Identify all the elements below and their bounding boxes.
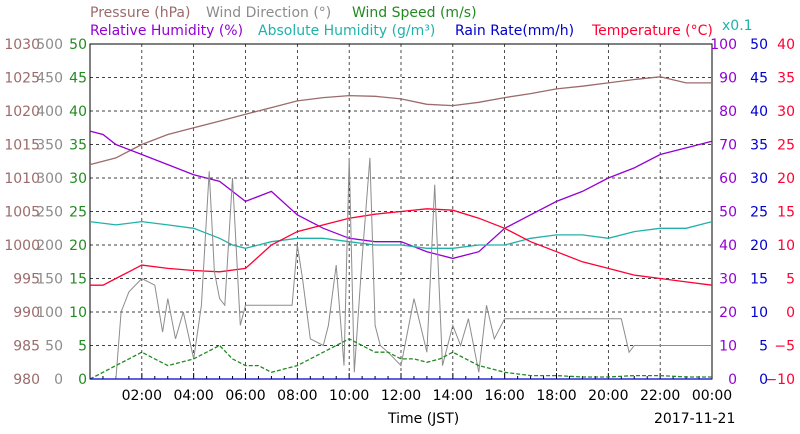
legend-temperature: Temperature (°C) — [591, 23, 713, 39]
y-tick-label-humidity: 0 — [728, 372, 737, 388]
abs-humidity-scale-note: x0.1 — [722, 18, 753, 34]
series-line-relative-humidity — [89, 130, 713, 260]
y-tick-label-rain-rate: 45 — [750, 71, 768, 87]
x-tick-label: 14:00 — [433, 388, 473, 404]
y-tick-label-wind-direction: 0 — [54, 372, 63, 388]
series-line-temperature-c — [90, 208, 713, 286]
y-tick-label-wind-direction: 100 — [36, 305, 63, 321]
legend-wind-direction: Wind Direction (°) — [206, 5, 331, 21]
y-tick-label-wind-direction: 450 — [36, 71, 63, 87]
y-tick-label-rain-rate: 50 — [750, 37, 768, 53]
y-tick-label-temperature: −10 — [765, 372, 795, 388]
x-tick-label: 16:00 — [484, 388, 524, 404]
y-tick-label-wind-speed: 40 — [69, 104, 87, 120]
y-tick-label-wind-speed: 20 — [69, 238, 87, 254]
y-tick-label-pressure: 1010 — [4, 171, 40, 187]
y-tick-label-pressure: 1015 — [4, 138, 40, 154]
y-tick-label-rain-rate: 25 — [750, 205, 768, 221]
series-line-absolute-humidity-g-m — [89, 220, 713, 249]
y-tick-label-wind-speed: 45 — [69, 71, 87, 87]
y-tick-label-rain-rate: 15 — [750, 272, 768, 288]
y-tick-label-rain-rate: 10 — [750, 305, 768, 321]
y-tick-label-wind-speed: 50 — [69, 37, 87, 53]
series-line-wind-direction — [90, 157, 712, 380]
y-tick-label-humidity: 40 — [719, 238, 737, 254]
legend-absolute-humidity: Absolute Humidity (g/m³) — [258, 23, 435, 39]
x-tick-label: 02:00 — [122, 388, 162, 404]
y-tick-label-humidity: 100 — [710, 37, 737, 53]
x-tick-label: 06:00 — [225, 388, 265, 404]
y-tick-label-humidity: 70 — [719, 138, 737, 154]
y-tick-label-rain-rate: 35 — [750, 138, 768, 154]
x-tick-label: 00:00 — [692, 388, 732, 404]
y-tick-label-temperature: 0 — [786, 305, 795, 321]
legend-pressure: Pressure (hPa) — [90, 5, 190, 21]
y-tick-label-rain-rate: 20 — [750, 238, 768, 254]
x-tick-label: 04:00 — [173, 388, 213, 404]
y-tick-label-temperature: 25 — [777, 138, 795, 154]
y-tick-label-wind-speed: 35 — [69, 138, 87, 154]
y-tick-label-wind-direction: 150 — [36, 272, 63, 288]
y-tick-label-temperature: 20 — [777, 171, 795, 187]
y-tick-label-wind-speed: 30 — [69, 171, 87, 187]
y-tick-label-temperature: 10 — [777, 238, 795, 254]
y-tick-label-humidity: 90 — [719, 71, 737, 87]
y-tick-label-rain-rate: 5 — [759, 339, 768, 355]
legend-rain-rate: Rain Rate(mm/h) — [455, 23, 574, 39]
y-tick-label-wind-speed: 0 — [78, 372, 87, 388]
legend-wind-speed: Wind Speed (m/s) — [352, 5, 477, 21]
y-tick-label-rain-rate: 40 — [750, 104, 768, 120]
x-tick-label: 22:00 — [640, 388, 680, 404]
y-tick-label-wind-speed: 10 — [69, 305, 87, 321]
y-tick-label-wind-direction: 500 — [36, 37, 63, 53]
y-tick-label-temperature: 15 — [777, 205, 795, 221]
y-tick-label-pressure: 1025 — [4, 71, 40, 87]
y-tick-label-wind-speed: 15 — [69, 272, 87, 288]
y-tick-label-temperature: −5 — [774, 339, 795, 355]
y-tick-label-humidity: 30 — [719, 272, 737, 288]
y-tick-label-wind-direction: 250 — [36, 205, 63, 221]
y-tick-label-wind-direction: 400 — [36, 104, 63, 120]
y-tick-label-wind-direction: 350 — [36, 138, 63, 154]
y-tick-label-humidity: 80 — [719, 104, 737, 120]
y-tick-label-humidity: 50 — [719, 205, 737, 221]
y-tick-label-pressure: 1005 — [4, 205, 40, 221]
x-tick-label: 12:00 — [381, 388, 421, 404]
y-tick-label-pressure: 1030 — [4, 37, 40, 53]
y-tick-label-pressure: 990 — [13, 305, 40, 321]
y-tick-label-pressure: 985 — [13, 339, 40, 355]
y-tick-label-wind-direction: 50 — [45, 339, 63, 355]
y-tick-label-rain-rate: 0 — [759, 372, 768, 388]
y-tick-label-pressure: 980 — [13, 372, 40, 388]
y-tick-label-temperature: 35 — [777, 71, 795, 87]
y-tick-label-wind-speed: 25 — [69, 205, 87, 221]
y-tick-label-temperature: 30 — [777, 104, 795, 120]
y-tick-label-rain-rate: 30 — [750, 171, 768, 187]
y-tick-label-pressure: 1020 — [4, 104, 40, 120]
x-tick-label: 08:00 — [277, 388, 317, 404]
x-tick-label: 10:00 — [329, 388, 369, 404]
y-tick-label-pressure: 1000 — [4, 238, 40, 254]
x-axis-ticks: 02:00 04:00 06:00 08:00 10:00 12:00 14:00 16:00… — [122, 388, 733, 404]
y-tick-label-humidity: 10 — [719, 339, 737, 355]
chart-date: 2017-11-21 — [654, 411, 735, 427]
grid — [89, 44, 713, 379]
y-axis-ticks: 9809859909951000100510101015102010251030… — [4, 37, 795, 388]
series-group — [89, 76, 713, 380]
series-line-pressure-hpa — [89, 76, 712, 166]
y-tick-label-wind-direction: 300 — [36, 171, 63, 187]
y-tick-label-wind-direction: 200 — [36, 238, 63, 254]
y-tick-label-temperature: 5 — [786, 272, 795, 288]
y-tick-label-humidity: 20 — [719, 305, 737, 321]
y-tick-label-temperature: 40 — [777, 37, 795, 53]
y-tick-label-humidity: 60 — [719, 171, 737, 187]
x-tick-label: 20:00 — [588, 388, 628, 404]
legend-relative-humidity: Relative Humidity (%) — [90, 23, 243, 39]
x-axis-label: Time (JST) — [387, 411, 459, 427]
x-tick-label: 18:00 — [536, 388, 576, 404]
y-tick-label-pressure: 995 — [13, 272, 40, 288]
series-line-wind-speed-m-s — [89, 338, 712, 380]
y-tick-label-wind-speed: 5 — [78, 339, 87, 355]
